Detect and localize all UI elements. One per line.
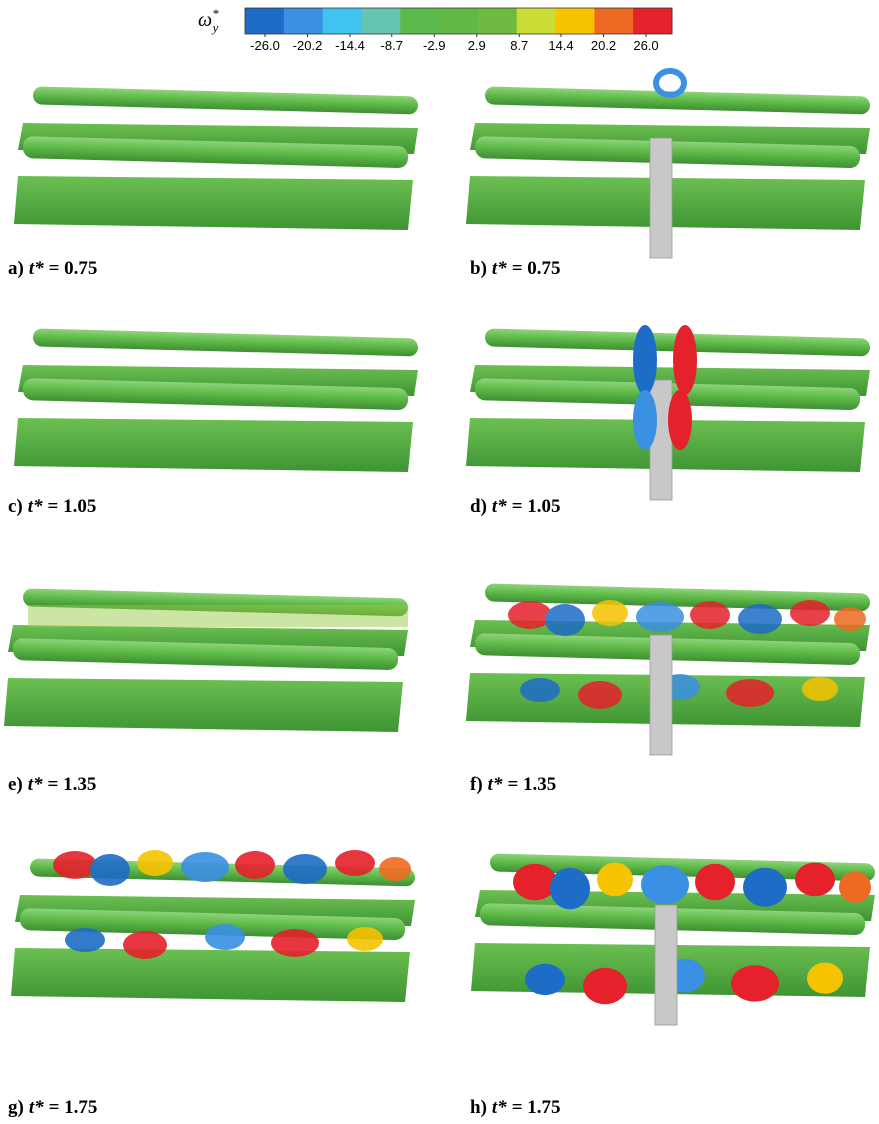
caption-label: c) bbox=[8, 496, 23, 517]
panel-b bbox=[466, 71, 870, 258]
color-segment bbox=[633, 8, 672, 34]
panel-caption: d)t*= 1.05 bbox=[470, 496, 561, 517]
colorbar-label: ω*y bbox=[198, 6, 219, 35]
caption-label: g) bbox=[8, 1097, 24, 1118]
panel-g bbox=[11, 850, 415, 1002]
panel-f bbox=[466, 583, 870, 755]
tick-label: 2.9 bbox=[468, 38, 486, 53]
panel-caption: e)t*= 1.35 bbox=[8, 774, 96, 795]
figure: ω*y -26.0 -20.2 -14.4 -8.7 -2.9 2.9 8.7 14.4 20.… bbox=[0, 0, 879, 1124]
caption-value: = 1.75 bbox=[49, 1097, 98, 1118]
tick-label: -20.2 bbox=[293, 38, 323, 53]
color-segment bbox=[594, 8, 633, 34]
panel-e bbox=[4, 588, 408, 732]
caption-label: e) bbox=[8, 774, 23, 795]
caption-label: b) bbox=[470, 258, 487, 279]
caption-value: = 1.05 bbox=[48, 496, 97, 517]
superscript: * bbox=[212, 6, 219, 21]
caption-value: = 1.35 bbox=[507, 774, 556, 795]
panel-h bbox=[471, 853, 875, 1025]
caption-symbol: t* bbox=[29, 258, 44, 279]
tick-label: 8.7 bbox=[510, 38, 528, 53]
caption-symbol: t* bbox=[492, 258, 507, 279]
color-segment bbox=[361, 8, 400, 34]
panel-a bbox=[14, 86, 418, 230]
tick-label: 14.4 bbox=[548, 38, 573, 53]
caption-symbol: t* bbox=[492, 496, 507, 517]
tick-label: 20.2 bbox=[591, 38, 616, 53]
caption-label: h) bbox=[470, 1097, 487, 1118]
caption-label: a) bbox=[8, 258, 24, 279]
panel-caption: b)t*= 0.75 bbox=[470, 258, 561, 279]
caption-symbol: t* bbox=[28, 774, 43, 795]
tick-label: -2.9 bbox=[423, 38, 445, 53]
caption-symbol: t* bbox=[28, 496, 43, 517]
caption-symbol: t* bbox=[29, 1097, 44, 1118]
subscript: y bbox=[211, 20, 219, 35]
caption-value: = 0.75 bbox=[512, 258, 561, 279]
color-segment bbox=[556, 8, 595, 34]
color-segment bbox=[439, 8, 478, 34]
panel-d bbox=[466, 325, 870, 500]
panel-caption: g)t*= 1.75 bbox=[8, 1097, 97, 1118]
color-segment bbox=[478, 8, 517, 34]
tick-label: -14.4 bbox=[335, 38, 365, 53]
color-segment bbox=[517, 8, 556, 34]
caption-value: = 1.35 bbox=[48, 774, 97, 795]
tick-label: -8.7 bbox=[381, 38, 403, 53]
panel-caption: c)t*= 1.05 bbox=[8, 496, 96, 517]
caption-label: f) bbox=[470, 774, 483, 795]
tick-label: 26.0 bbox=[633, 38, 658, 53]
panel-caption: a)t*= 0.75 bbox=[8, 258, 97, 279]
color-segment bbox=[245, 8, 284, 34]
caption-symbol: t* bbox=[488, 774, 503, 795]
panel-caption: f)t*= 1.35 bbox=[470, 774, 556, 795]
colorbar-ticks: -26.0 -20.2 -14.4 -8.7 -2.9 2.9 8.7 14.4 20.2 26.… bbox=[250, 34, 658, 53]
colorbar-segments bbox=[245, 8, 673, 34]
colorbar: ω*y -26.0 -20.2 -14.4 -8.7 -2.9 2.9 8.7 14.4 20.… bbox=[198, 6, 673, 53]
color-segment bbox=[323, 8, 362, 34]
panel-c bbox=[14, 328, 418, 472]
caption-value: = 1.75 bbox=[512, 1097, 561, 1118]
caption-value: = 1.05 bbox=[512, 496, 561, 517]
color-segment bbox=[284, 8, 323, 34]
caption-value: = 0.75 bbox=[49, 258, 98, 279]
panel-caption: h)t*= 1.75 bbox=[470, 1097, 561, 1118]
symbol: ω bbox=[198, 9, 212, 31]
color-segment bbox=[400, 8, 439, 34]
caption-label: d) bbox=[470, 496, 487, 517]
caption-symbol: t* bbox=[492, 1097, 507, 1118]
tick-label: -26.0 bbox=[250, 38, 280, 53]
